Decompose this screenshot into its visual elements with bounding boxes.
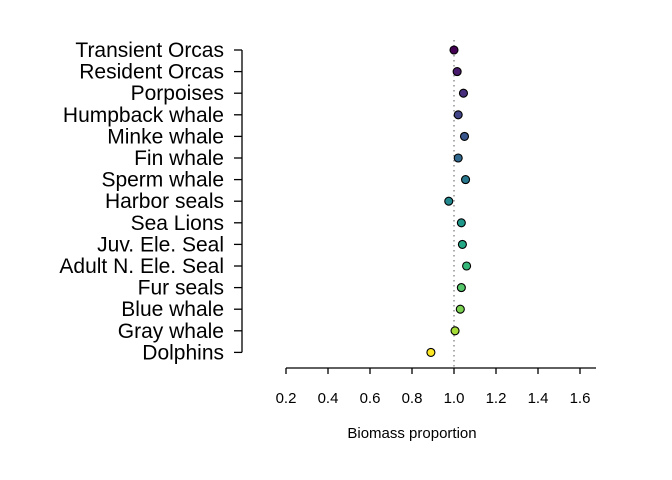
y-tick-label: Fin whale: [134, 147, 224, 170]
data-point: [444, 196, 454, 206]
data-point: [452, 67, 462, 77]
y-tick-label: Blue whale: [121, 298, 224, 321]
x-axis-title: Biomass proportion: [347, 425, 476, 442]
data-point: [462, 261, 472, 271]
y-tick-label: Sperm whale: [101, 169, 224, 192]
data-point: [456, 218, 466, 228]
y-tick-label: Juv. Ele. Seal: [97, 233, 224, 256]
x-tick-label: 0.6: [360, 390, 381, 407]
y-tick-label: Minke whale: [107, 125, 224, 148]
x-tick-label: 0.2: [276, 390, 297, 407]
data-point: [453, 153, 463, 163]
x-tick-label: 1.0: [444, 390, 465, 407]
y-tick-label: Sea Lions: [131, 212, 224, 235]
y-tick-label: Dolphins: [142, 341, 224, 364]
data-point: [426, 347, 436, 357]
data-point: [455, 304, 465, 314]
y-tick-label: Transient Orcas: [75, 39, 224, 62]
data-point: [456, 283, 466, 293]
y-tick-label: Gray whale: [118, 320, 224, 343]
data-point: [457, 239, 467, 249]
y-tick-label: Humpback whale: [63, 104, 224, 127]
y-tick-label: Fur seals: [138, 277, 224, 300]
data-points: [426, 45, 472, 357]
data-point: [453, 110, 463, 120]
x-tick-label: 1.6: [570, 390, 591, 407]
data-point: [449, 45, 459, 55]
x-axis: 0.2 0.4 0.6 0.8 1.0 1.2 1.4 1.6: [276, 367, 596, 407]
y-tick-label: Adult N. Ele. Seal: [59, 255, 224, 278]
x-tick-label: 0.4: [318, 390, 339, 407]
x-tick-label: 1.2: [486, 390, 507, 407]
x-tick-label: 1.4: [528, 390, 549, 407]
data-point: [450, 326, 460, 336]
y-tick-label: Resident Orcas: [79, 61, 224, 84]
x-tick-label: 0.8: [402, 390, 423, 407]
data-point: [459, 131, 470, 141]
y-tick-label: Porpoises: [131, 82, 224, 105]
y-tick-label: Harbor seals: [105, 190, 224, 213]
data-point: [460, 175, 471, 185]
data-point: [458, 88, 469, 98]
